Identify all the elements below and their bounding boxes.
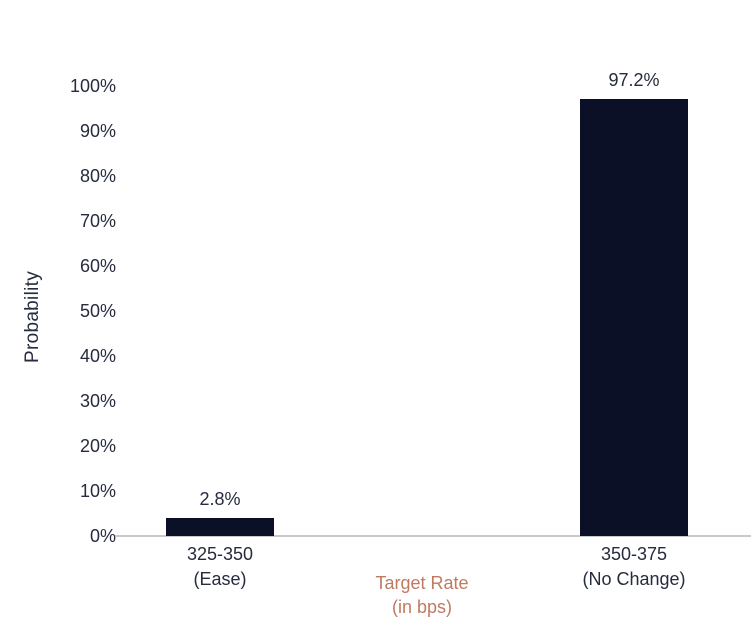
category-label: 350-375 (No Change) <box>582 544 686 589</box>
y-tick-label: 30% <box>79 391 116 411</box>
y-tick-label: 70% <box>79 211 116 231</box>
x-axis-title-line1: Target Rate <box>375 573 469 593</box>
y-tick-label: 60% <box>79 256 116 276</box>
bar <box>166 518 274 536</box>
y-tick-label: 50% <box>79 301 116 321</box>
bar-value-label: 97.2% <box>608 69 660 90</box>
x-axis-title-line2: (in bps) <box>391 597 453 617</box>
bar-value-label: 2.8% <box>199 489 241 509</box>
y-tick-label: 20% <box>79 436 116 456</box>
bar <box>580 98 688 536</box>
x-axis-title: Target Rate (in bps) <box>322 571 522 619</box>
y-tick-label: 90% <box>79 121 116 141</box>
y-tick-label: 0% <box>89 526 116 546</box>
category-label: 325-350 (Ease) <box>186 544 254 589</box>
x-axis-line <box>115 535 751 537</box>
y-tick-label: 40% <box>79 346 116 366</box>
y-tick-label: 80% <box>79 166 116 186</box>
y-tick-label: 10% <box>79 481 116 501</box>
y-tick-label: 100% <box>69 76 116 96</box>
